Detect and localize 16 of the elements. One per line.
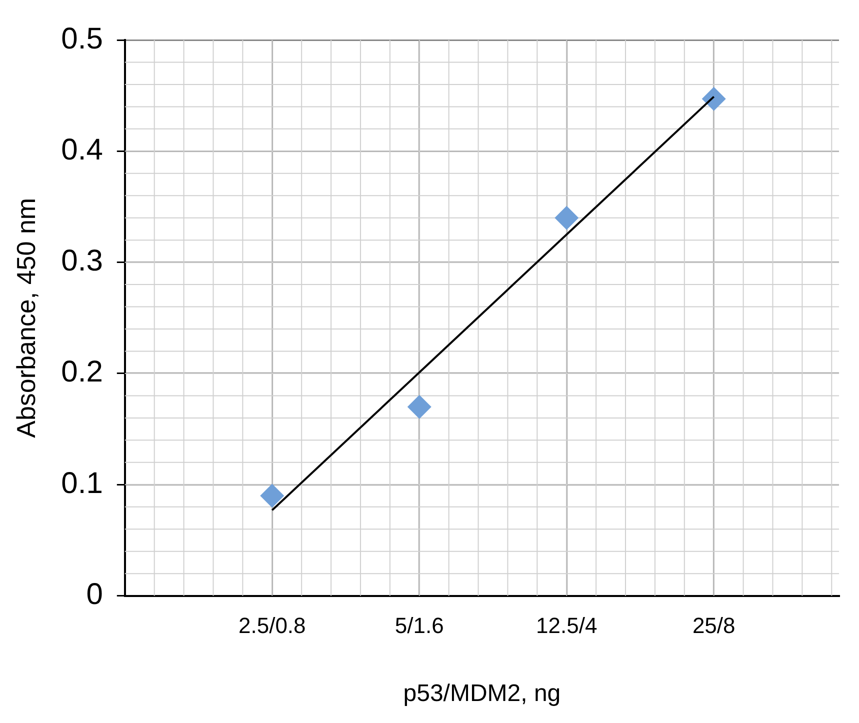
point — [260, 484, 284, 508]
y-tick-label: 0.4 — [61, 133, 103, 166]
y-tick-label: 0.5 — [61, 22, 103, 56]
x-axis-title: p53/MDM2, ng — [403, 680, 561, 708]
x-tick-label: 5/1.6 — [394, 613, 444, 638]
x-tick-label: 25/8 — [692, 613, 736, 638]
y-tick-label: 0 — [86, 578, 103, 612]
y-tick-label: 0.2 — [61, 356, 103, 389]
point — [702, 86, 726, 111]
point — [554, 206, 579, 230]
x-tick-label: 2.5/0.8 — [238, 613, 306, 638]
y-tick-label: 0.3 — [61, 244, 103, 278]
y-axis-title: Absorbance, 450 nm — [10, 198, 41, 438]
x-tick-label: 12.5/4 — [536, 613, 598, 638]
point — [407, 394, 432, 419]
y-tick-label: 0.1 — [61, 466, 103, 500]
